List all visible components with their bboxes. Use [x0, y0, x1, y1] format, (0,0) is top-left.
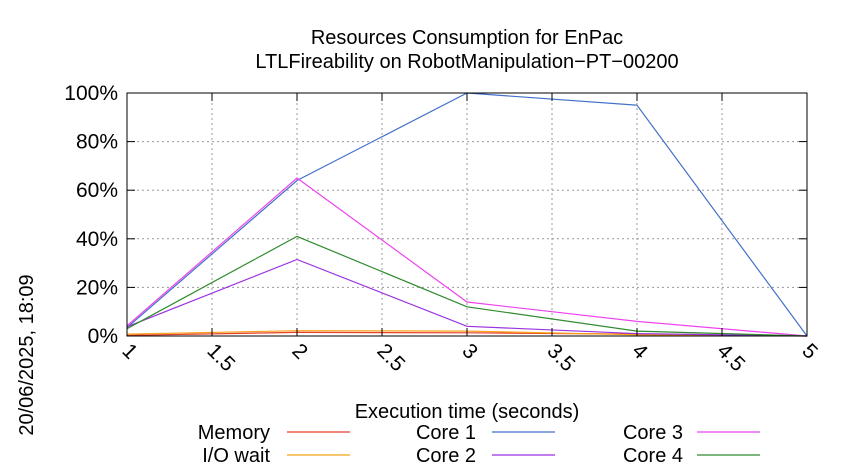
- x-tick-label: 5: [797, 339, 822, 364]
- y-tick-label: 60%: [76, 179, 118, 202]
- y-tick-label: 40%: [76, 228, 118, 251]
- x-tick-label: 1.5: [202, 339, 239, 376]
- grid: [127, 93, 807, 336]
- chart-title: Resources Consumption for EnPac: [311, 27, 623, 49]
- y-tick-label: 100%: [64, 82, 118, 105]
- legend-label-core-1: Core 1: [416, 422, 476, 444]
- x-tick-label: 4.5: [712, 339, 749, 376]
- y-tick-label: 80%: [76, 131, 118, 154]
- timestamp-label: 20/06/2025, 18:09: [16, 274, 38, 435]
- x-tick-label: 2.5: [372, 339, 409, 376]
- legend-label-i-o-wait: I/O wait: [202, 445, 270, 467]
- y-tick-label: 0%: [88, 325, 118, 348]
- legend-label-core-3: Core 3: [623, 422, 683, 444]
- legend-label-memory: Memory: [198, 422, 270, 444]
- x-tick-label: 1: [117, 339, 142, 364]
- chart-subtitle: LTLFireability on RobotManipulation−PT−0…: [255, 51, 678, 73]
- y-tick-label: 20%: [76, 276, 118, 299]
- series-line-core-3: [126, 177, 808, 337]
- legend-label-core-4: Core 4: [623, 445, 683, 467]
- x-tick-label: 4: [627, 339, 652, 364]
- x-tick-label: 2: [287, 339, 312, 364]
- axis-ticks: 0% 20% 40% 60% 80% 100% 1 1.5 2 2.5 3 3.5 4 4.5 5: [64, 82, 822, 376]
- x-axis-label: Execution time (seconds): [355, 401, 580, 423]
- x-tick-label: 3.5: [542, 339, 579, 376]
- series-line-core-2: [126, 258, 808, 337]
- x-tick-label: 3: [457, 339, 482, 364]
- legend-label-core-2: Core 2: [416, 445, 476, 467]
- series-line-core-4: [126, 235, 808, 337]
